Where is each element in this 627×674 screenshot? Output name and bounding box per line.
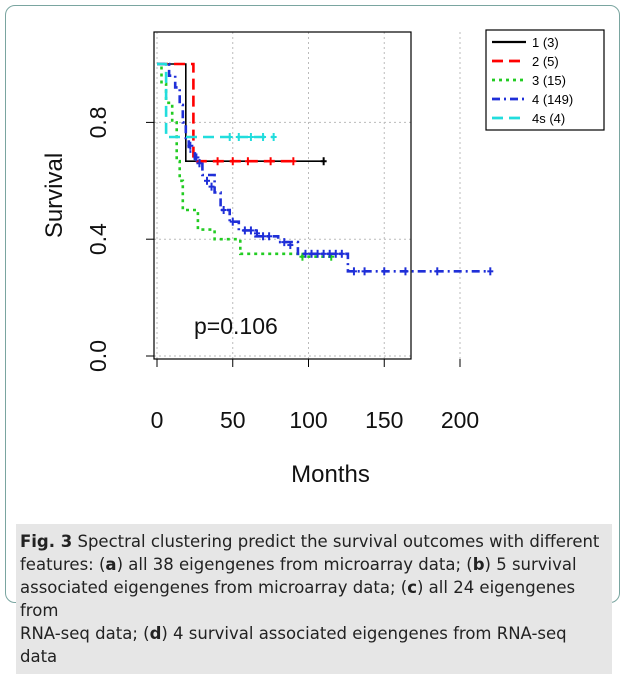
caption-text: Spectral clustering predict the survival… [20,532,599,666]
x-tick-label: 100 [289,407,327,433]
caption-panel-letter: d [149,624,162,643]
figure-caption: Fig. 3 Spectral clustering predict the s… [16,524,612,674]
x-tick-label: 50 [220,407,246,433]
y-tick-label: 0.4 [85,223,111,255]
caption-segment: ) 5 survival [484,555,577,574]
caption-segment: ) all 38 eigengenes from microarray data… [116,555,473,574]
series-4 [157,62,494,276]
x-tick-label: 0 [151,407,164,433]
caption-panel-letter: a [105,555,117,574]
x-tick-label: 150 [365,407,403,433]
legend-label: 2 (5) [532,54,559,69]
p-value-annotation: p=0.106 [194,313,278,339]
legend-label: 1 (3) [532,35,559,50]
x-tick-label: 200 [441,407,479,433]
survival-chart: 0 50 100 150 200 0.0 0.4 0.8 Months Survival p=… [41,29,605,488]
grid [154,32,461,359]
plot-border [153,31,412,360]
axis-ticks: 0 50 100 150 200 0.0 0.4 0.8 [85,106,479,433]
caption-segment: features: ( [20,555,106,574]
survival-curve [157,62,294,163]
y-tick-label: 0.8 [85,106,111,138]
caption-panel-letter: b [472,555,485,574]
survival-curve [157,62,274,139]
series-2 [157,62,297,166]
figure-label: Fig. 3 [20,532,73,551]
legend-label: 4s (4) [532,111,565,126]
legend-label: 3 (15) [532,73,566,88]
series-layer [157,62,494,276]
caption-segment: RNA-seq data; ( [20,624,150,643]
caption-segment: associated eigengenes from microarray da… [20,578,408,597]
caption-segment: Spectral clustering predict the survival… [72,532,600,551]
legend-label: 4 (149) [532,92,573,107]
legend-box [485,29,605,131]
caption-panel-letter: c [407,578,417,597]
survival-curve [157,62,491,273]
y-tick-label: 0.0 [85,340,111,372]
survival-curve [157,62,332,259]
y-axis-label: Survival [41,153,68,238]
legend: 1 (3) 2 (5) 3 (15) 4 (149) 4s (4) [485,29,605,131]
series-5 [157,62,277,141]
x-axis-label: Months [291,461,370,488]
